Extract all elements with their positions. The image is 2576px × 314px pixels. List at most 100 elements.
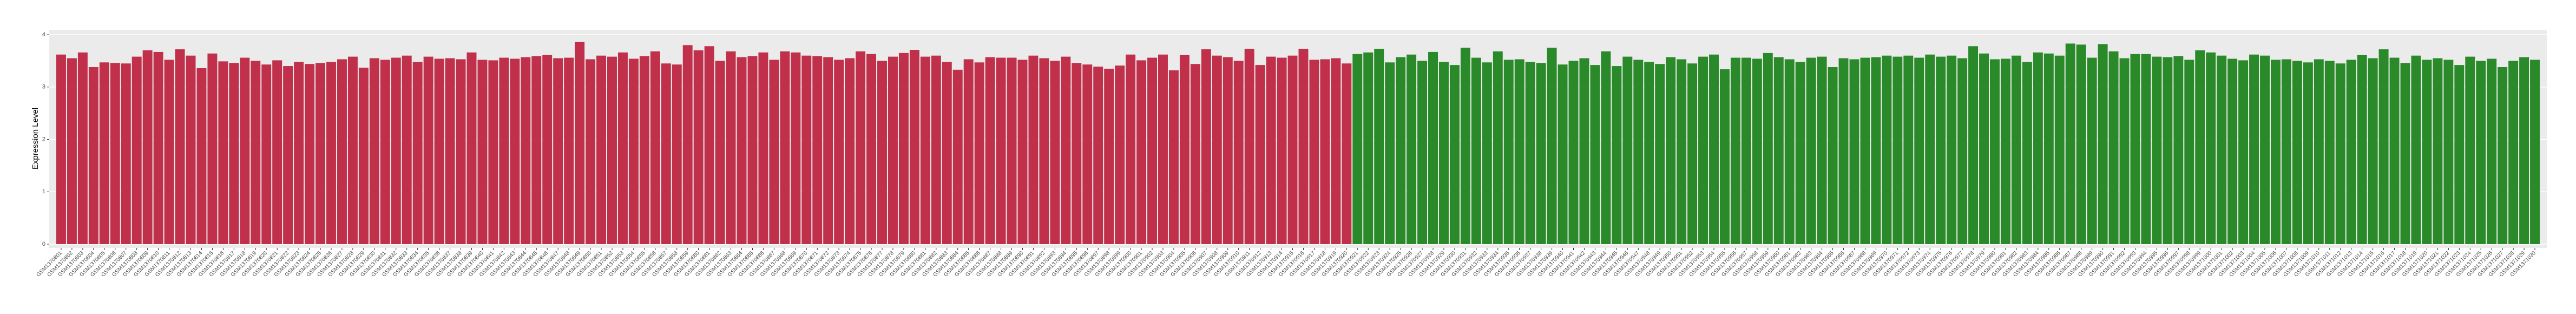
bar (823, 57, 833, 244)
bar (747, 56, 758, 244)
bar (240, 57, 250, 244)
bar (2270, 60, 2281, 244)
bar (586, 59, 596, 244)
bar (2033, 52, 2043, 245)
bar (326, 62, 336, 244)
bar (963, 59, 974, 244)
bar (2346, 60, 2356, 244)
bar (2022, 62, 2032, 244)
bar (2368, 58, 2378, 244)
bar (1136, 60, 1147, 244)
bar (1072, 63, 1082, 245)
bar (1168, 70, 1179, 245)
bar (1266, 56, 1276, 244)
bar (812, 56, 823, 244)
bar (1547, 48, 1557, 244)
bar (294, 62, 304, 244)
bar (1698, 56, 1708, 244)
bar (499, 57, 509, 244)
bar (1082, 64, 1093, 245)
bar (1871, 57, 1881, 244)
bar (434, 58, 444, 244)
bar (477, 60, 488, 244)
bar (1449, 65, 1460, 245)
bar (369, 58, 379, 244)
y-axis-label: Expression Level (31, 108, 40, 169)
bar (1741, 57, 1751, 244)
bar (1622, 56, 1633, 244)
bar (2173, 56, 2184, 244)
bar (2043, 53, 2054, 244)
bar (1147, 57, 1158, 244)
bar (1309, 60, 1319, 244)
y-tick-label: 2 (42, 136, 45, 142)
bar (1471, 57, 1481, 244)
bar (2206, 52, 2216, 245)
bar (2087, 57, 2097, 244)
bar (1212, 55, 1222, 244)
bar (1363, 52, 1374, 245)
bar (445, 58, 455, 244)
bar (2335, 63, 2345, 245)
bar (834, 60, 844, 244)
bar (564, 57, 574, 244)
bar (2530, 60, 2540, 244)
bar (2260, 55, 2270, 244)
bar (272, 60, 282, 244)
bar (1514, 59, 1524, 244)
bar (1331, 58, 1341, 244)
bar (1719, 69, 1730, 244)
bar (1255, 65, 1265, 245)
bar (1460, 48, 1470, 244)
bar (2238, 60, 2249, 244)
bar (1482, 62, 1492, 244)
bar (1849, 59, 1859, 244)
bar (780, 51, 790, 245)
bar (1936, 56, 1946, 244)
bar (412, 62, 423, 244)
bar (316, 63, 326, 245)
bar (2119, 58, 2130, 244)
bar (617, 52, 628, 245)
bar (380, 60, 390, 244)
bar (1892, 56, 1903, 244)
bar (1947, 55, 1957, 244)
bar (1655, 64, 1665, 245)
bar (1374, 49, 1384, 244)
bar (2411, 55, 2421, 244)
bar (283, 66, 293, 245)
bar (1179, 55, 1190, 245)
bar (1277, 57, 1287, 244)
bar (1579, 58, 1589, 244)
bar (791, 52, 801, 245)
bar (110, 63, 120, 245)
bar (1115, 66, 1125, 245)
bar (2465, 56, 2475, 244)
bar (2163, 57, 2173, 244)
bar (1752, 58, 1762, 244)
bar (207, 53, 218, 244)
bar (1666, 57, 1676, 244)
bar (1287, 55, 1298, 244)
bar (77, 52, 88, 245)
bar (531, 56, 542, 244)
bar (1342, 63, 1352, 245)
bar (153, 51, 163, 245)
bar (337, 59, 347, 244)
bar (2519, 57, 2529, 244)
bar (898, 53, 909, 245)
bar (2476, 61, 2486, 244)
y-tick-label: 3 (42, 84, 45, 90)
bar (1633, 60, 1644, 244)
bar (1493, 51, 1503, 245)
bar (2314, 59, 2324, 244)
bar (1438, 62, 1449, 244)
bar (952, 69, 963, 244)
y-tick-label: 4 (42, 31, 45, 38)
bar (1828, 67, 1838, 245)
bar (1817, 56, 1827, 244)
bar (1233, 61, 1244, 244)
bar (1795, 62, 1805, 244)
bar (2227, 58, 2238, 244)
bar (2152, 56, 2162, 244)
